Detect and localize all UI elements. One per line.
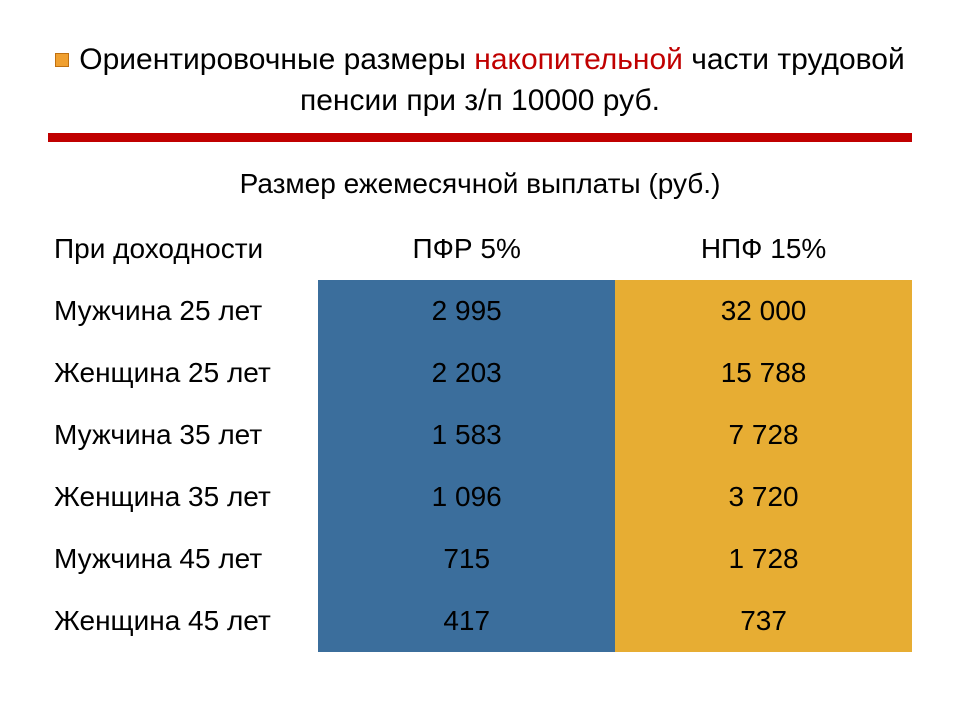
row-label: Мужчина 45 лет <box>48 528 318 590</box>
title-accent: накопительной <box>474 43 683 76</box>
row-val-a: 1 096 <box>318 466 615 528</box>
header-label: При доходности <box>48 218 318 280</box>
subtitle: Размер ежемесячной выплаты (руб.) <box>48 168 912 200</box>
title-bullet-icon <box>55 53 69 67</box>
title-underline <box>48 133 912 142</box>
row-val-a: 417 <box>318 590 615 652</box>
row-label: Женщина 35 лет <box>48 466 318 528</box>
row-val-a: 2 203 <box>318 342 615 404</box>
table-row: Мужчина 35 лет 1 583 7 728 <box>48 404 912 466</box>
row-val-b: 7 728 <box>615 404 912 466</box>
table-header-row: При доходности ПФР 5% НПФ 15% <box>48 218 912 280</box>
row-val-a: 715 <box>318 528 615 590</box>
row-label: Женщина 25 лет <box>48 342 318 404</box>
row-val-b: 1 728 <box>615 528 912 590</box>
header-col-a: ПФР 5% <box>318 218 615 280</box>
row-label: Мужчина 35 лет <box>48 404 318 466</box>
slide-title: Ориентировочные размеры накопительной ча… <box>48 40 912 121</box>
row-val-b: 32 000 <box>615 280 912 342</box>
title-prefix: Ориентировочные размеры <box>79 43 474 76</box>
row-val-b: 737 <box>615 590 912 652</box>
table-row: Женщина 25 лет 2 203 15 788 <box>48 342 912 404</box>
table-row: Мужчина 25 лет 2 995 32 000 <box>48 280 912 342</box>
row-val-b: 3 720 <box>615 466 912 528</box>
table-row: Женщина 35 лет 1 096 3 720 <box>48 466 912 528</box>
pension-table: При доходности ПФР 5% НПФ 15% Мужчина 25… <box>48 218 912 652</box>
row-val-b: 15 788 <box>615 342 912 404</box>
row-val-a: 2 995 <box>318 280 615 342</box>
header-col-b: НПФ 15% <box>615 218 912 280</box>
table-row: Мужчина 45 лет 715 1 728 <box>48 528 912 590</box>
table-row: Женщина 45 лет 417 737 <box>48 590 912 652</box>
row-val-a: 1 583 <box>318 404 615 466</box>
row-label: Женщина 45 лет <box>48 590 318 652</box>
row-label: Мужчина 25 лет <box>48 280 318 342</box>
